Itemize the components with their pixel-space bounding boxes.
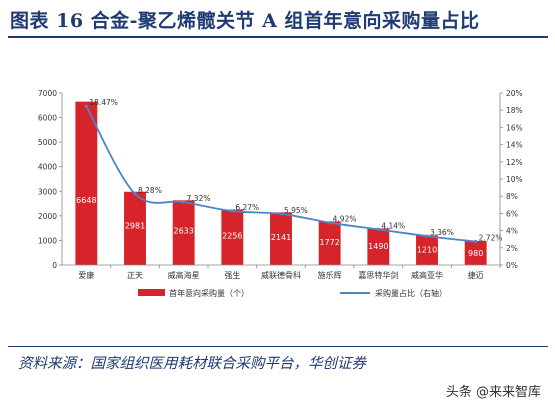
legend: 首年意向采购量（个） 采购量占比（右轴） bbox=[138, 288, 447, 298]
source-note: 资料来源：国家组织医用耗材联合采购平台，华创证券 bbox=[18, 356, 366, 372]
share-label: 7.32% bbox=[187, 194, 211, 203]
share-point bbox=[182, 200, 186, 204]
bar-value-label: 2981 bbox=[125, 222, 145, 231]
title-rule bbox=[8, 36, 548, 38]
share-point bbox=[84, 104, 88, 108]
bar bbox=[367, 228, 390, 265]
bar bbox=[464, 240, 487, 265]
y-left-tick-label: 2000 bbox=[38, 212, 57, 221]
share-point bbox=[230, 209, 234, 213]
y-right-tick-label: 18% bbox=[506, 106, 523, 115]
x-tick-label: 爱康 bbox=[78, 270, 94, 280]
y-right-tick-label: 0% bbox=[506, 261, 518, 270]
share-label: 2.72% bbox=[479, 234, 503, 243]
watermark: 头条 @来来智库 bbox=[445, 385, 541, 400]
share-point bbox=[328, 221, 332, 225]
share-label: 4.92% bbox=[333, 215, 357, 224]
figure-title: 图表 16 合金-聚乙烯髋关节 A 组首年意向采购量占比 bbox=[10, 10, 480, 32]
x-tick-label: 嘉思特华剑 bbox=[358, 270, 398, 280]
chart: 0 1000 2000 3000 4000 5000 6000 7000 0% 2% 4% 6% 8% 1… bbox=[38, 89, 523, 298]
legend-bar-swatch bbox=[138, 289, 165, 296]
y-right-tick-label: 10% bbox=[506, 175, 523, 184]
labels-layer: 18.47% 8.28% 7.32% 6.27% 5.95% 4.92% 4.14% 3.36… bbox=[76, 98, 502, 258]
y-left-tick-label: 6000 bbox=[38, 114, 57, 123]
bar-value-label: 1772 bbox=[319, 238, 339, 247]
bar bbox=[270, 212, 292, 265]
bar-value-label: 1490 bbox=[368, 242, 388, 251]
bar bbox=[172, 200, 195, 265]
share-point bbox=[474, 240, 478, 244]
share-label: 18.47% bbox=[89, 98, 118, 107]
x-tick-label: 正天 bbox=[127, 271, 143, 280]
x-tick-label: 捷迈 bbox=[468, 270, 484, 280]
share-label: 4.14% bbox=[381, 221, 405, 230]
share-label: 3.36% bbox=[430, 228, 454, 237]
y-right-tick-label: 14% bbox=[506, 141, 523, 150]
x-tick-label: 威联德骨科 bbox=[261, 270, 301, 280]
bar-value-label: 6648 bbox=[76, 196, 96, 205]
y-right-tick-label: 8% bbox=[506, 192, 518, 201]
y-right-tick-label: 20% bbox=[506, 89, 523, 98]
bars-layer bbox=[75, 101, 487, 265]
x-tick-label: 威高海星 bbox=[168, 270, 200, 280]
share-point bbox=[376, 227, 380, 231]
share-point bbox=[133, 192, 137, 196]
bar bbox=[318, 221, 341, 265]
line-layer bbox=[84, 104, 478, 244]
x-tick-label: 强生 bbox=[224, 270, 240, 280]
bar-value-label: 2256 bbox=[222, 232, 242, 241]
bar-value-label: 980 bbox=[468, 249, 483, 258]
bar bbox=[124, 191, 146, 265]
y-left-tick-label: 3000 bbox=[38, 187, 57, 196]
x-tick-label: 威高亚华 bbox=[411, 270, 443, 280]
share-label: 8.28% bbox=[138, 186, 162, 195]
bar bbox=[221, 209, 244, 265]
y-left-tick-label: 5000 bbox=[38, 138, 57, 147]
legend-bar-label: 首年意向采购量（个） bbox=[169, 288, 249, 298]
bar-value-label: 2141 bbox=[271, 233, 291, 242]
share-point bbox=[425, 234, 429, 238]
y-right-tick-label: 12% bbox=[506, 158, 523, 167]
bar-value-label: 2633 bbox=[173, 226, 193, 235]
y-right-tick-label: 6% bbox=[506, 209, 518, 218]
y-right-tick-label: 4% bbox=[506, 227, 518, 236]
bar-value-label: 1210 bbox=[417, 246, 437, 255]
y-right-tick-label: 16% bbox=[506, 123, 523, 132]
bar bbox=[416, 235, 438, 265]
source-rule bbox=[8, 346, 548, 347]
share-label: 5.95% bbox=[284, 206, 308, 215]
y-left-tick-label: 0 bbox=[52, 261, 57, 270]
legend-line-label: 采购量占比（右轴） bbox=[375, 288, 447, 298]
bar bbox=[75, 101, 98, 265]
axes-layer: 0 1000 2000 3000 4000 5000 6000 7000 0% 2% 4% 6% 8% 1… bbox=[38, 89, 523, 280]
x-tick-label: 施乐辉 bbox=[318, 270, 342, 280]
y-left-tick-label: 7000 bbox=[38, 89, 57, 98]
share-point bbox=[279, 212, 283, 216]
y-right-tick-label: 2% bbox=[506, 244, 518, 253]
y-left-tick-label: 4000 bbox=[38, 163, 57, 172]
y-left-tick-label: 1000 bbox=[38, 236, 57, 245]
share-label: 6.27% bbox=[235, 203, 259, 212]
